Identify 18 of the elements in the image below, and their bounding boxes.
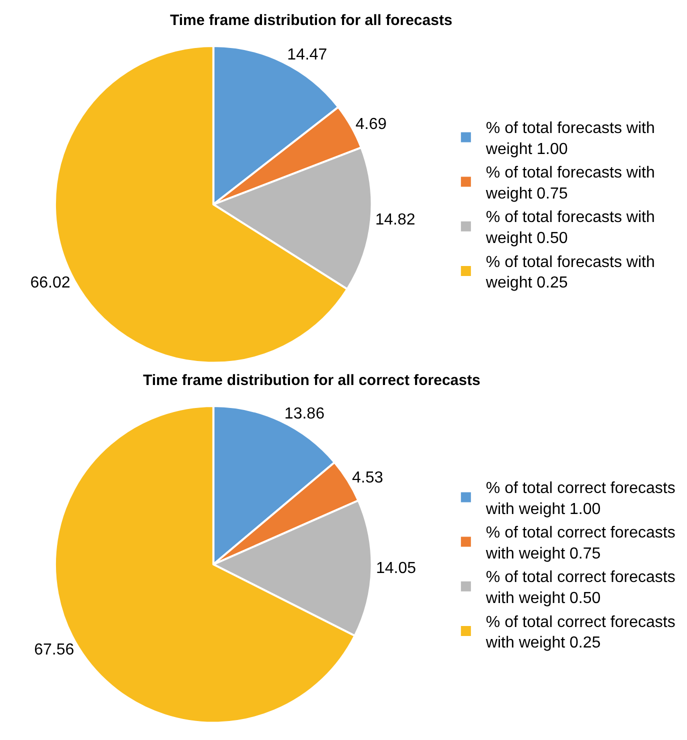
data-label: 13.86 bbox=[284, 405, 325, 422]
legend-label: % of total forecasts with weight 0.75 bbox=[484, 164, 655, 202]
data-label: 14.05 bbox=[376, 560, 416, 578]
data-label: 67.56 bbox=[34, 641, 74, 658]
legend-label: % of total correct forecasts with weight 1.00 bbox=[484, 480, 676, 518]
legend-label: % of total correct forecasts with weight 0.50 bbox=[484, 569, 676, 608]
legend-label: % of total forecasts with weight 1.00 bbox=[484, 120, 655, 158]
legend-label: % of total correct forecasts with weight 0.75 bbox=[484, 524, 676, 562]
chart-title: Time frame distribution for all forecasts bbox=[170, 12, 452, 29]
legend-label: % of total correct forecasts with weight 0.25 bbox=[484, 614, 676, 652]
data-label: 4.69 bbox=[356, 116, 387, 133]
legend-label: % of total forecasts with weight 0.25 bbox=[484, 254, 655, 292]
legend-label: % of total forecasts with weight 0.50 bbox=[484, 209, 655, 248]
chart-title: Time frame distribution for all correct forecasts bbox=[143, 372, 480, 389]
data-label: 4.53 bbox=[352, 470, 384, 487]
data-label: 14.47 bbox=[287, 46, 328, 64]
data-label: 14.82 bbox=[375, 212, 416, 229]
data-label: 66.02 bbox=[30, 274, 70, 292]
